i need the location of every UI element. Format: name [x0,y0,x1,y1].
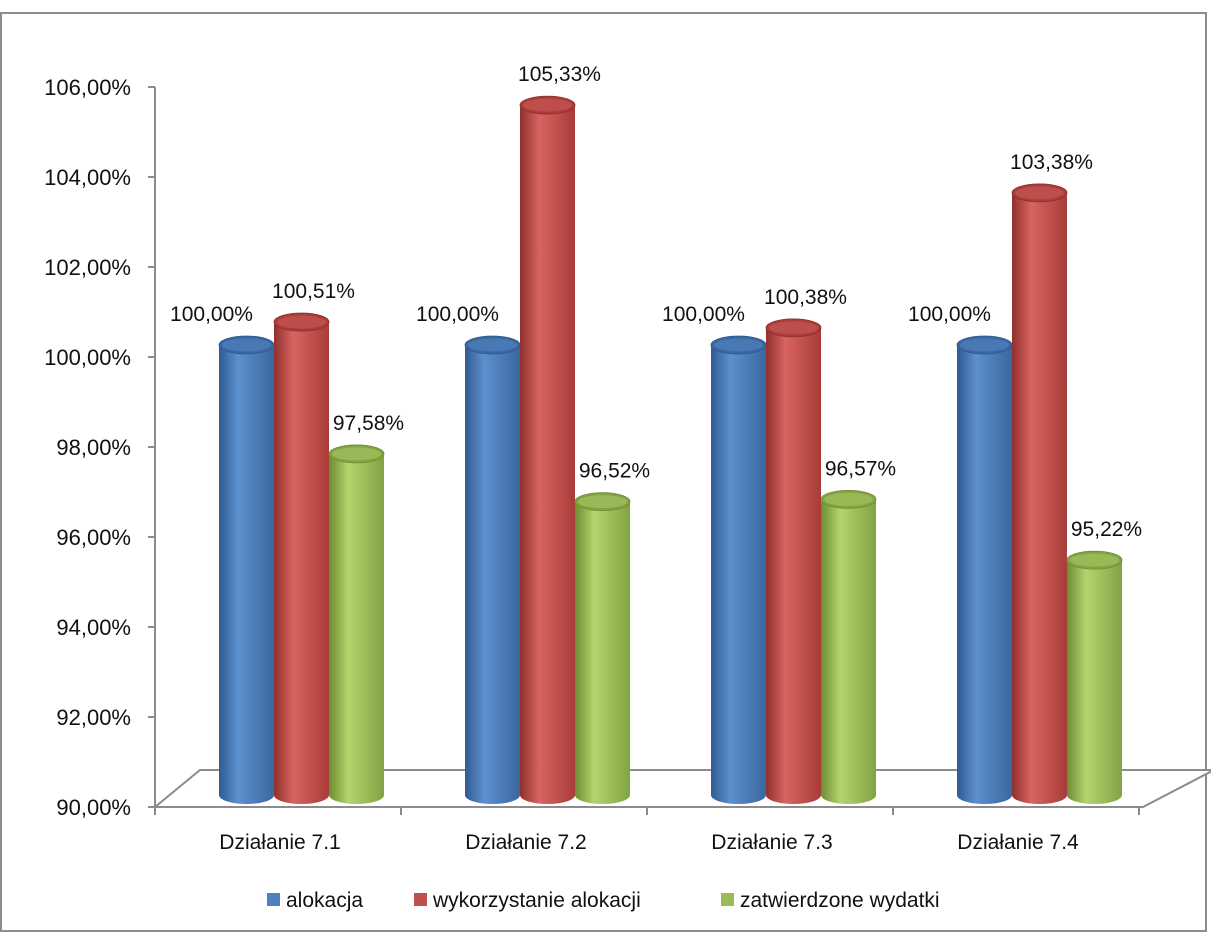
y-tick-label: 92,00% [56,705,131,730]
bar-alokacja [710,335,767,804]
bar-wykorzystanie [1011,183,1068,804]
x-tick-label: Działanie 7.1 [219,831,340,854]
y-tick-label: 100,00% [44,345,131,370]
bar-top [1011,183,1068,203]
bar-top [820,489,877,509]
data-label: 100,00% [170,303,253,326]
bar-top [519,95,576,115]
legend-label: alokacja [286,889,363,912]
x-tick-label: Działanie 7.3 [711,831,832,854]
bar-alokacja [956,335,1013,804]
bars [218,95,1123,804]
bar-top-highlight [769,321,818,335]
bar-top [1066,550,1123,570]
bar-top-highlight [277,315,326,329]
legend-label: zatwierdzone wydatki [740,889,940,912]
bar-wykorzystanie [519,95,576,804]
y-tick-label: 98,00% [56,435,131,460]
bar-body [957,345,1012,804]
bar-top-highlight [578,495,627,509]
data-label: 100,38% [764,286,847,309]
data-label: 100,51% [272,280,355,303]
x-tick-label: Działanie 7.4 [957,831,1079,854]
y-tick-label: 94,00% [56,615,131,640]
data-label: 100,00% [662,303,745,326]
data-label: 100,00% [908,303,991,326]
bar-body [465,345,520,804]
bar-zatwierdzone [1066,550,1123,804]
bar-top-highlight [523,98,572,112]
bar-body [329,453,384,804]
bar-body [274,322,329,804]
bar-top-highlight [1070,553,1119,567]
bar-body [520,105,575,804]
bar-top-highlight [332,447,381,461]
bar-wykorzystanie [273,312,330,804]
data-label: 103,38% [1010,151,1093,174]
y-tick-label: 90,00% [56,795,131,820]
bar-zatwierdzone [820,489,877,804]
bar-top-highlight [824,492,873,506]
y-tick-label: 104,00% [44,165,131,190]
bar-body [1012,192,1067,804]
legend-swatch [721,893,734,906]
bar-top [273,312,330,332]
bar-body [765,327,821,804]
bar-top [574,492,631,512]
bar-body [710,345,766,804]
bar-body [821,499,876,804]
y-tick-label: 96,00% [56,525,131,550]
bar-alokacja [464,335,521,804]
bar-top-highlight [468,338,517,352]
data-labels: 100,00% 100,51% 97,58% 100,00% 105,33% 96,52%… [170,63,1142,541]
bar-alokacja [218,335,275,804]
bar-wykorzystanie [765,318,822,804]
bar-body [219,345,274,804]
data-label: 96,57% [825,457,896,480]
legend-swatch [267,893,280,906]
bar-top-highlight [960,338,1009,352]
y-axis: 90,00% 92,00% 94,00% 96,00% 98,00% 100,00% 102… [44,75,156,820]
bar-body [1067,560,1122,804]
data-label: 105,33% [518,63,601,86]
bar-top-highlight [1015,186,1064,200]
bar-body [575,501,630,804]
x-tick-label: Działanie 7.2 [465,831,586,854]
y-tick-label: 106,00% [44,75,131,100]
bar-zatwierdzone [328,444,385,804]
data-label: 95,22% [1071,518,1142,541]
bar-zatwierdzone [574,492,631,804]
legend-label: wykorzystanie alokacji [432,889,641,912]
bar-top-highlight [222,338,271,352]
bar-top [328,444,385,464]
x-axis: Działanie 7.1 Działanie 7.2 Działanie 7.3 D… [154,806,1143,854]
bar-top-highlight [714,338,763,352]
data-label: 97,58% [333,412,404,435]
data-label: 100,00% [416,303,499,326]
bar-top [765,318,822,338]
y-tick-label: 102,00% [44,255,131,280]
data-label: 96,52% [579,460,650,483]
legend-swatch [414,893,427,906]
legend: alokacja wykorzystanie alokacji zatwierdzo… [267,889,940,912]
